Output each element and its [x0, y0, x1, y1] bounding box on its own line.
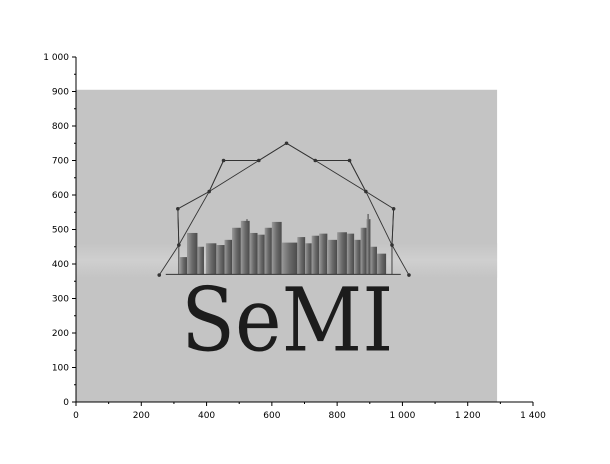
dome-inner-line: [258, 142, 287, 161]
skyline-building: [224, 239, 233, 275]
skyline-spire: [367, 213, 369, 220]
skyline-building: [240, 220, 250, 275]
dome-inner-line: [391, 208, 395, 246]
dome-inner-line: [365, 191, 393, 246]
logo-text: SeMI: [181, 268, 393, 371]
skyline-building: [281, 242, 298, 275]
skyline-building: [346, 233, 355, 275]
dome-node: [284, 141, 289, 146]
skyline-spire: [246, 219, 248, 223]
skyline-building: [257, 234, 265, 275]
dome-outer-line: [365, 191, 394, 210]
dome-inner-line: [177, 208, 180, 246]
dome-outer-line: [391, 244, 410, 276]
skyline-building: [216, 245, 225, 275]
y-tick-label: 900: [52, 88, 69, 98]
dome-inner-line: [178, 191, 210, 246]
dome-node: [364, 189, 368, 194]
skyline-building: [232, 227, 241, 275]
y-tick-label: 800: [52, 122, 69, 132]
x-tick-label: 600: [263, 411, 280, 421]
skyline-building: [197, 246, 204, 275]
skyline-building: [311, 235, 320, 275]
dome-node: [207, 189, 211, 194]
y-tick-label: 300: [52, 295, 69, 305]
dome-inner-line: [208, 160, 224, 192]
axes: 0 200 400 600 800 1 000 1 200 1 400 0 100 200 300 40…: [43, 53, 546, 421]
dome-inner-line: [208, 160, 260, 192]
dome-inner-line: [349, 160, 367, 192]
y-tick-label: 200: [52, 329, 69, 339]
dome-node: [177, 243, 181, 247]
y-tick-label: 500: [52, 226, 69, 236]
dome-outer-line: [158, 244, 180, 276]
dome-node: [347, 158, 352, 163]
dome-node: [407, 273, 411, 277]
x-tick-label: 1 200: [455, 411, 481, 421]
y-tick-label: 700: [52, 157, 69, 167]
skyline-building: [186, 232, 198, 275]
dome-outer-line: [177, 191, 210, 210]
skyline-building: [264, 227, 272, 275]
x-tick-label: 1 400: [520, 411, 546, 421]
dome-node: [257, 158, 261, 163]
skyline-building: [328, 239, 338, 275]
y-tick-label: 0: [63, 398, 69, 408]
skyline-building: [319, 233, 328, 275]
skyline-building: [354, 239, 361, 275]
y-tick-label: 100: [52, 364, 69, 374]
skyline-building: [297, 237, 306, 275]
logo-image: SeMI: [76, 89, 498, 403]
skyline-building: [337, 232, 347, 275]
skyline-building: [179, 257, 187, 275]
skyline-building: [370, 246, 377, 275]
x-tick-label: 400: [198, 411, 215, 421]
skyline-building: [366, 219, 371, 275]
x-tick-label: 800: [329, 411, 346, 421]
y-tick-label: 600: [52, 191, 69, 201]
dome-node: [176, 207, 180, 211]
dome-node: [391, 207, 396, 211]
skyline-building: [249, 232, 258, 275]
skyline-building: [305, 243, 312, 275]
dome-node: [390, 243, 394, 247]
y-tick-label: 400: [52, 260, 69, 270]
dome-node: [157, 273, 162, 277]
x-tick-label: 200: [133, 411, 150, 421]
dome-node: [313, 158, 318, 163]
x-tick-label: 1 000: [390, 411, 416, 421]
skyline-building: [360, 227, 367, 275]
x-tick-label: 0: [73, 411, 79, 421]
skyline-building: [271, 221, 282, 275]
dome-node: [221, 158, 226, 163]
y-tick-label: 1 000: [43, 53, 69, 63]
dome-inner-line: [315, 160, 367, 192]
dome-inner-line: [286, 142, 316, 161]
skyline-building: [205, 243, 217, 275]
skyline-building: [376, 253, 387, 275]
